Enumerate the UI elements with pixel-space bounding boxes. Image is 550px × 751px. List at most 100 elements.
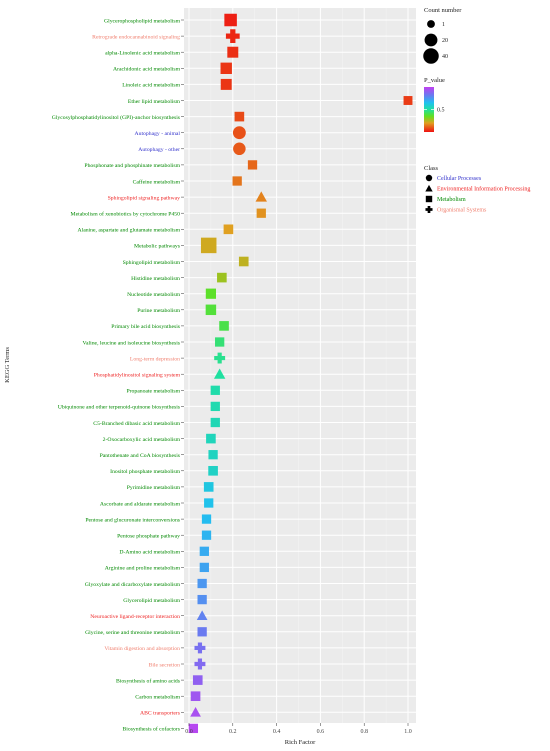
term-label: Pantothenate and CoA biosynthesis xyxy=(100,453,181,459)
colorbar-tick-label: 0.5 xyxy=(437,108,445,114)
term-label: Ether lipid metabolism xyxy=(128,99,181,105)
data-point xyxy=(213,368,226,379)
term-label: Glycerolipid metabolism xyxy=(123,598,180,604)
count-legend-circle xyxy=(423,48,439,64)
data-point xyxy=(403,96,413,105)
data-point xyxy=(206,433,216,444)
x-tick-label: 0.2 xyxy=(229,729,237,735)
count-legend-circle xyxy=(427,20,435,28)
data-point xyxy=(219,321,229,331)
data-point xyxy=(188,723,199,734)
legend-count-items: 1 20 40 xyxy=(423,20,448,64)
class-legend-label: Environmental Information Processing xyxy=(437,186,530,193)
term-label: Pentose and glucuronate interconversions xyxy=(85,517,180,523)
data-point xyxy=(197,594,207,605)
y-axis-label: KEGG Terms xyxy=(4,347,11,383)
class-legend-label: Cellular Processes xyxy=(437,176,482,182)
legend-class-items: Cellular Processes Environmental Informat… xyxy=(425,174,530,214)
data-point xyxy=(227,46,239,58)
term-label: alpha-Linolenic acid metabolism xyxy=(105,51,180,57)
data-point xyxy=(224,13,237,27)
data-point xyxy=(200,237,217,254)
term-label: Glycine, serine and threonine metabolism xyxy=(85,630,180,636)
x-tick-label: 0.0 xyxy=(185,729,193,735)
term-label: Biosynthesis of cofactors xyxy=(123,726,181,733)
data-point xyxy=(194,658,206,670)
count-legend-label: 20 xyxy=(442,38,448,44)
term-label: Ascorbate and aldarate metabolism xyxy=(100,501,181,507)
term-label: Alanine, aspartate and glutamate metabol… xyxy=(78,228,181,234)
data-point xyxy=(190,691,201,702)
x-tick-label: 0.8 xyxy=(360,729,368,735)
plot-panel xyxy=(184,8,416,723)
term-label: Glyoxylate and dicarboxylate metabolism xyxy=(85,582,181,588)
count-legend-label: 40 xyxy=(442,54,448,60)
x-axis-label: Rich Factor xyxy=(285,739,316,746)
term-label: Neuroactive ligand-receptor interaction xyxy=(90,614,180,620)
y-axis-term-labels: Glycerophospholipid metabolism Retrograde… xyxy=(52,18,184,733)
data-point xyxy=(210,385,220,395)
class-legend-label: Organismal Systems xyxy=(437,208,487,214)
data-point xyxy=(201,514,212,524)
data-point xyxy=(190,706,201,717)
data-point xyxy=(210,401,220,412)
data-point xyxy=(255,191,267,202)
data-point xyxy=(196,610,208,620)
term-label: Caffeine metabolism xyxy=(133,178,181,185)
term-label: Arachidonic acid metabolism xyxy=(113,67,181,73)
term-label: Inositol phosphate metabolism xyxy=(110,469,180,475)
data-point xyxy=(208,450,218,460)
data-point xyxy=(214,352,226,364)
legend-pvalue-title: P_value xyxy=(424,77,445,84)
term-label: Autophagy - animal xyxy=(135,131,181,137)
data-point xyxy=(217,272,227,283)
term-label: Metabolic pathways xyxy=(134,244,181,250)
term-label: Vitamin digestion and absorption xyxy=(104,646,180,652)
data-point xyxy=(197,627,207,637)
data-point xyxy=(205,304,217,316)
data-point xyxy=(204,498,214,508)
term-label: Glycerophospholipid metabolism xyxy=(104,18,181,24)
class-legend-symbol xyxy=(425,184,433,192)
data-point xyxy=(210,417,220,428)
term-label: ABC transporters xyxy=(140,711,181,717)
data-point xyxy=(225,29,240,43)
term-label: Carbon metabolism xyxy=(135,695,180,701)
data-point xyxy=(203,482,214,492)
x-tick-label: 1.0 xyxy=(404,729,412,735)
data-point xyxy=(232,176,242,186)
term-label: Histidine metabolism xyxy=(131,276,180,282)
class-legend-symbol xyxy=(425,195,433,203)
data-point xyxy=(234,111,245,122)
data-point xyxy=(223,224,234,235)
term-label: Valine, leucine and isoleucine biosynthe… xyxy=(83,340,181,346)
term-label: Arginine and proline metabolism xyxy=(105,566,181,572)
legend-count-title: Count number xyxy=(424,7,462,14)
data-point xyxy=(220,62,232,74)
term-label: Primary bile acid biosynthesis xyxy=(111,324,181,330)
data-point xyxy=(233,142,246,156)
data-point xyxy=(199,546,209,556)
term-label: Linoleic acid metabolism xyxy=(122,83,180,89)
term-label: Pyrimidine metabolism xyxy=(127,485,181,491)
data-point xyxy=(256,208,266,218)
term-label: Long-term depression xyxy=(130,356,180,362)
term-label: Bile secretion xyxy=(149,662,181,668)
x-tick-label: 0.4 xyxy=(273,729,281,735)
x-axis-ticks: 0.0 0.2 0.4 0.6 0.8 1.0 xyxy=(185,723,412,735)
legend-class-title: Class xyxy=(424,165,439,172)
data-points xyxy=(188,13,413,734)
class-legend-label: Metabolism xyxy=(437,197,466,203)
term-label: Sphingolipid metabolism xyxy=(123,260,181,266)
class-legend-symbol xyxy=(425,205,433,214)
data-point xyxy=(194,642,206,654)
count-legend-label: 1 xyxy=(442,22,445,28)
term-label: Phosphatidylinositol signaling system xyxy=(94,373,181,379)
term-label: Autophagy - other xyxy=(138,147,180,153)
term-label: Propanoate metabolism xyxy=(126,389,180,395)
data-point xyxy=(197,578,207,589)
term-label: C5-Branched dibasic acid metabolism xyxy=(93,421,180,427)
term-label: Retrograde endocannabinoid signaling xyxy=(92,34,180,40)
term-label: Purine metabolism xyxy=(137,308,180,314)
